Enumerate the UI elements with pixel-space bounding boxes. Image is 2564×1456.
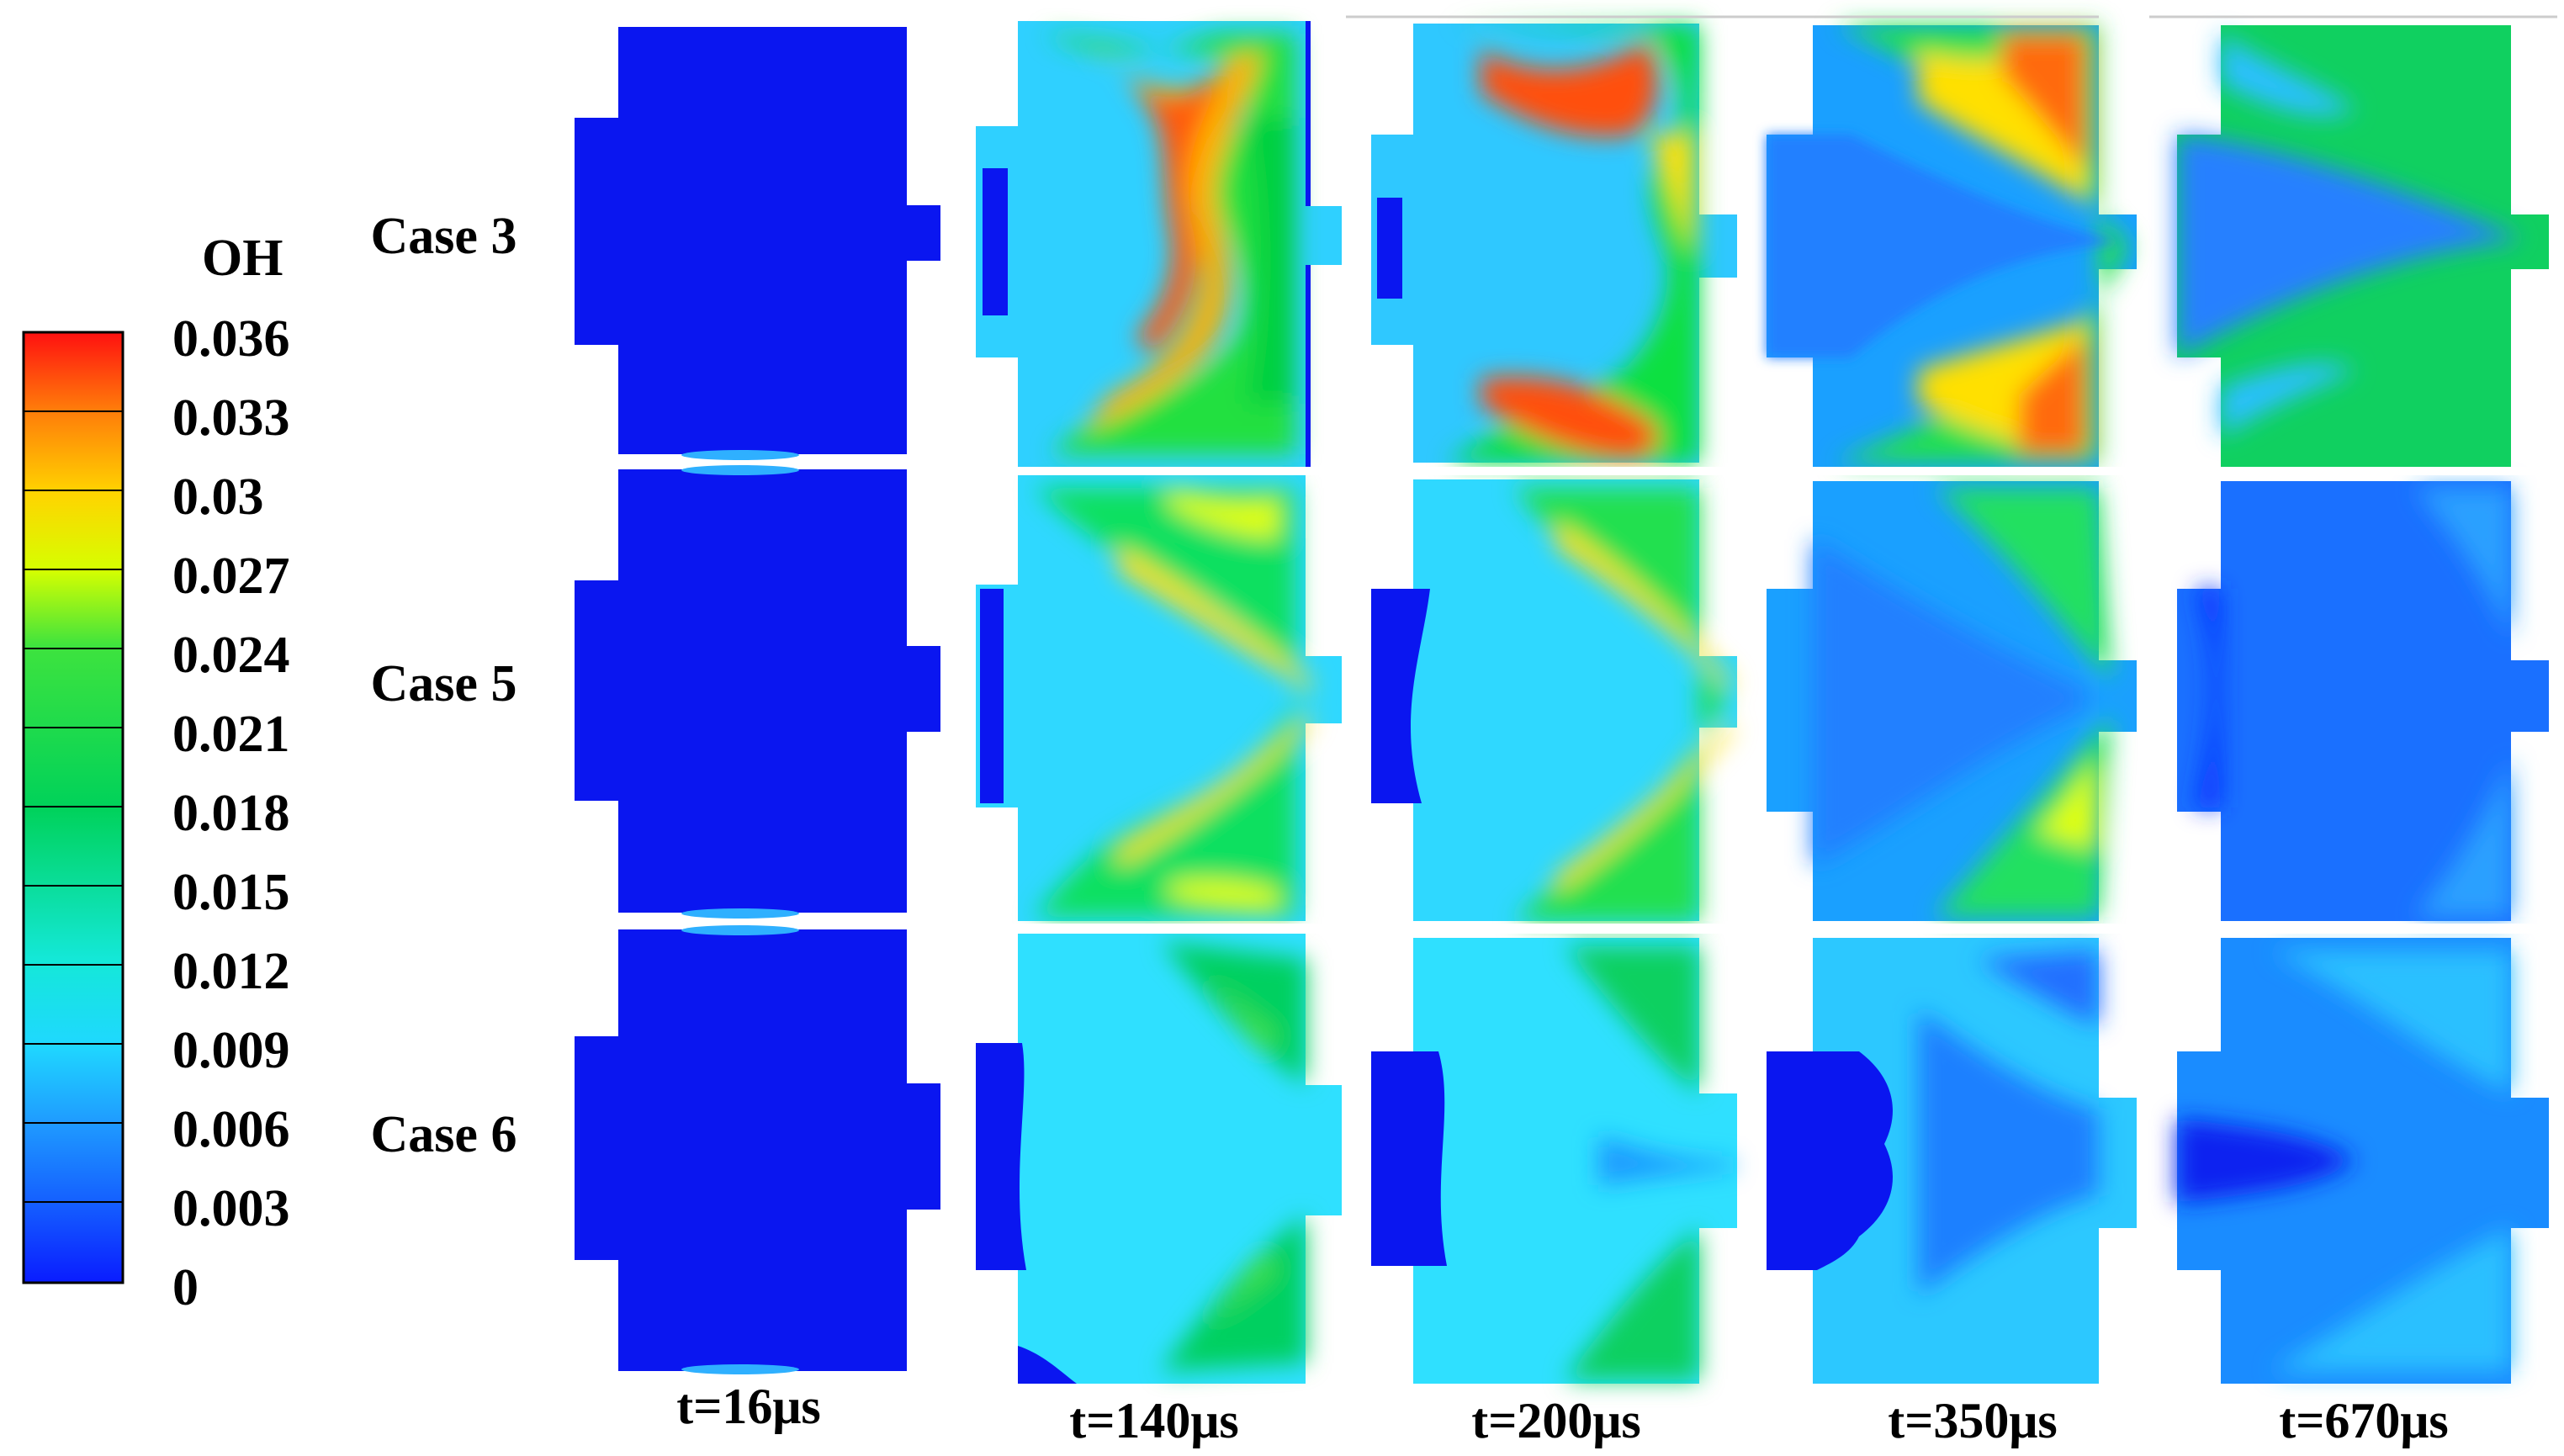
colorbar <box>22 331 124 1284</box>
row-label-case-6: Case 6 <box>370 1106 517 1163</box>
colorbar-tick: 0.009 <box>172 1022 290 1079</box>
column-label-t350: t=350μs <box>1888 1393 2058 1448</box>
panel-col1 <box>575 27 940 1374</box>
column-label-t670: t=670μs <box>2279 1393 2449 1448</box>
row-label-case-3: Case 3 <box>370 208 517 265</box>
colorbar-tick: 0.033 <box>172 389 290 447</box>
column-label-t200: t=200μs <box>1471 1393 1641 1448</box>
colorbar-tick: 0.024 <box>172 627 290 684</box>
row-label-case-5: Case 5 <box>370 655 517 712</box>
panel-col5 <box>2177 25 2549 1384</box>
panel-col3 <box>1371 24 1737 1384</box>
panel-col4 <box>1767 25 2137 1384</box>
column-label-t16: t=16μs <box>676 1379 821 1434</box>
colorbar-tick: 0.012 <box>172 943 290 1000</box>
row-separators <box>1009 467 2557 934</box>
colorbar-tick: 0.003 <box>172 1180 290 1237</box>
colorbar-tick: 0.015 <box>172 864 290 921</box>
colorbar-title: OH <box>202 230 283 287</box>
column-label-t140: t=140μs <box>1069 1393 1239 1448</box>
colorbar-tick: 0.006 <box>172 1101 290 1158</box>
colorbar-tick: 0.036 <box>172 310 290 368</box>
colorbar-tick: 0.018 <box>172 785 290 842</box>
panel-col2 <box>976 21 1342 1384</box>
colorbar-tick: 0.03 <box>172 469 264 526</box>
colorbar-tick: 0.027 <box>172 548 290 605</box>
colorbar-tick: 0 <box>172 1259 199 1316</box>
colorbar-tick: 0.021 <box>172 706 290 763</box>
